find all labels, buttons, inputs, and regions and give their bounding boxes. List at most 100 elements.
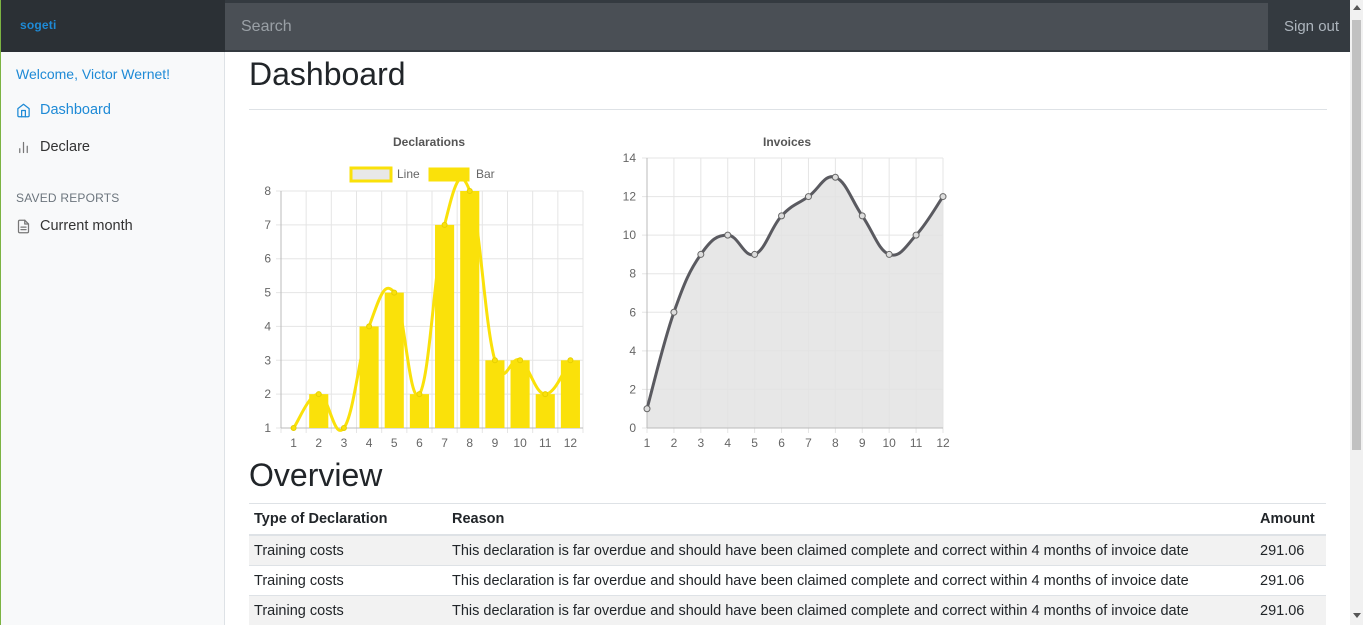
line-point — [751, 250, 759, 258]
sidebar: Welcome, Victor Wernet! Dashboard Declar… — [0, 52, 225, 625]
table-row[interactable]: Training costs This declaration is far o… — [249, 595, 1326, 625]
amount-cell: 291.06 — [1255, 595, 1326, 625]
y-tick-label: 8 — [264, 184, 271, 198]
bar — [560, 360, 580, 428]
declarations-legend: Line Bar — [349, 166, 495, 183]
x-tick-label: 5 — [751, 436, 758, 450]
page-title: Dashboard — [249, 56, 406, 92]
y-tick-label: 1 — [264, 421, 271, 435]
line-point — [466, 188, 473, 194]
sidebar-item-label: Current month — [40, 218, 133, 234]
x-tick-label: 6 — [778, 436, 785, 450]
line-point — [885, 250, 893, 258]
x-tick-label: 9 — [492, 436, 499, 450]
x-tick-label: 2 — [315, 436, 322, 450]
x-tick-label: 12 — [564, 436, 578, 450]
x-tick-label: 9 — [859, 436, 866, 450]
line-point — [517, 357, 524, 364]
x-tick-label: 10 — [883, 436, 897, 450]
legend-line-swatch — [349, 166, 393, 183]
reason-cell: This declaration is far overdue and shou… — [447, 565, 1255, 596]
x-tick-label: 2 — [671, 436, 678, 450]
welcome-message: Welcome, Victor Wernet! — [16, 66, 171, 82]
x-tick-label: 6 — [416, 436, 423, 450]
line-point — [567, 357, 574, 364]
line-point — [340, 425, 347, 431]
x-tick-label: 11 — [539, 436, 552, 450]
column-header[interactable]: Amount — [1255, 503, 1326, 536]
column-header[interactable]: Type of Declaration — [249, 503, 447, 536]
line-point — [643, 405, 651, 413]
y-tick-label: 2 — [264, 387, 271, 401]
bar — [535, 394, 555, 428]
page-scrollbar[interactable] — [1350, 0, 1363, 625]
line-point — [858, 212, 866, 220]
overview-title: Overview — [249, 457, 383, 493]
sidebar-item-label: Dashboard — [40, 102, 111, 118]
type-cell: Training costs — [249, 595, 447, 625]
line-point — [366, 323, 373, 330]
y-tick-label: 14 — [623, 151, 637, 165]
y-tick-label: 8 — [629, 267, 636, 281]
brand-area[interactable]: sogeti — [0, 0, 225, 52]
line-point — [542, 391, 549, 398]
x-tick-label: 4 — [724, 436, 731, 450]
type-cell: Training costs — [249, 565, 447, 596]
line-point — [670, 308, 678, 316]
sidebar-item-declare[interactable]: Declare — [16, 139, 90, 155]
table-row[interactable]: Training costs This declaration is far o… — [249, 534, 1326, 566]
reason-cell: This declaration is far overdue and shou… — [447, 595, 1255, 625]
line-point — [939, 193, 947, 201]
legend-bar-swatch — [428, 167, 470, 182]
y-tick-label: 4 — [264, 319, 271, 333]
y-tick-label: 6 — [264, 252, 271, 266]
table-row[interactable]: Training costs This declaration is far o… — [249, 565, 1326, 596]
title-divider — [249, 109, 1327, 110]
x-tick-label: 4 — [366, 436, 373, 450]
y-tick-label: 7 — [264, 218, 271, 232]
bar — [460, 191, 480, 428]
scrollbar-thumb[interactable] — [1352, 20, 1361, 450]
y-tick-label: 3 — [264, 353, 271, 367]
x-tick-label: 5 — [391, 436, 398, 450]
x-tick-label: 12 — [936, 436, 950, 450]
window-edge — [0, 0, 1, 625]
line-point — [391, 289, 398, 296]
search-input[interactable] — [225, 3, 1268, 50]
sidebar-report-current-month[interactable]: Current month — [16, 218, 133, 234]
y-tick-label: 12 — [623, 190, 637, 204]
bar — [359, 326, 379, 428]
line-point — [831, 173, 839, 181]
declarations-chart-title: Declarations — [392, 135, 466, 149]
x-tick-label: 3 — [341, 436, 348, 450]
legend-line-label: Line — [397, 167, 420, 181]
legend-bar-label: Bar — [476, 167, 495, 181]
y-tick-label: 4 — [629, 344, 636, 358]
x-tick-label: 1 — [290, 436, 297, 450]
line-point — [441, 221, 448, 228]
line-point — [724, 231, 732, 239]
sign-out-link[interactable]: Sign out — [1284, 18, 1340, 35]
brand-logo[interactable]: sogeti — [20, 18, 57, 32]
type-cell: Training costs — [249, 534, 447, 566]
scroll-up-arrow-icon[interactable] — [1353, 5, 1361, 10]
line-point — [778, 212, 786, 220]
top-navbar: sogeti Sign out — [0, 0, 1350, 52]
bar — [510, 360, 530, 428]
bar — [409, 394, 429, 428]
line-point — [804, 193, 812, 201]
table-header-row: Type of Declaration Reason Amount — [249, 503, 1326, 536]
reason-cell: This declaration is far overdue and shou… — [447, 534, 1255, 566]
x-tick-label: 3 — [697, 436, 704, 450]
y-tick-label: 0 — [629, 421, 636, 435]
amount-cell: 291.06 — [1255, 534, 1326, 566]
scroll-down-arrow-icon[interactable] — [1353, 613, 1361, 618]
overview-table: Type of Declaration Reason Amount Traini… — [249, 503, 1326, 625]
area-fill — [647, 176, 943, 428]
sidebar-item-dashboard[interactable]: Dashboard — [16, 102, 111, 118]
column-header[interactable]: Reason — [447, 503, 1255, 536]
line-point — [315, 391, 322, 398]
bar — [435, 224, 455, 428]
x-tick-label: 11 — [910, 436, 923, 450]
